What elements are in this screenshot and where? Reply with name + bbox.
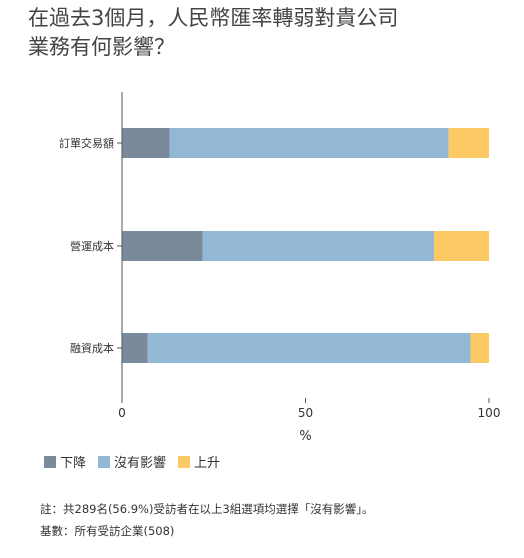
x-tick-label-2: 100 [478, 406, 501, 420]
category-label-0: 訂單交易額 [59, 136, 114, 150]
legend-swatch-no-impact [98, 455, 111, 468]
footnote: 註：共289名(56.9%)受訪者在以上3組選項均選擇「沒有影響」。 [40, 502, 374, 516]
legend-item-no-impact: 沒有影響 [98, 452, 166, 471]
legend-swatch-decrease [44, 455, 56, 468]
legend-label-decrease: 下降 [60, 456, 87, 471]
chart-notes: 註：共289名(56.9%)受訪者在以上3組選項均選擇「沒有影響」。 基數：所有… [40, 498, 374, 542]
category-label-2: 融資成本 [70, 341, 114, 355]
x-tick-label-0: 0 [118, 406, 126, 420]
bar-segment-1-0 [122, 231, 203, 261]
legend-label-no-impact: 沒有影響 [114, 456, 167, 471]
bar-segment-0-0 [122, 128, 170, 158]
base-note: 基數：所有受訪企業(508) [40, 524, 175, 538]
bar-segment-0-1 [169, 128, 449, 158]
chart-title-line-2: 業務有何影響？ [28, 35, 175, 59]
legend-swatch-increase [178, 455, 191, 468]
category-label-1: 營運成本 [70, 239, 114, 253]
x-axis-label: % [299, 429, 311, 444]
bar-segment-2-1 [147, 333, 471, 363]
bar-segment-1-1 [202, 231, 434, 261]
bar-segment-1-2 [433, 231, 489, 261]
bar-segment-2-2 [470, 333, 489, 363]
chart-title-line-1: 在過去3個月，人民幣匯率轉弱對貴公司 [28, 6, 399, 30]
legend-item-decrease: 下降 [44, 452, 86, 471]
chart-legend: 下降 沒有影響 上升 [44, 452, 220, 471]
bar-segment-0-2 [448, 128, 489, 158]
legend-label-increase: 上升 [194, 456, 221, 471]
bar-segment-2-0 [122, 333, 148, 363]
x-tick-label-1: 50 [298, 406, 313, 420]
chart-title: 在過去3個月，人民幣匯率轉弱對貴公司 業務有何影響？ [28, 4, 498, 62]
legend-item-increase: 上升 [178, 452, 220, 471]
